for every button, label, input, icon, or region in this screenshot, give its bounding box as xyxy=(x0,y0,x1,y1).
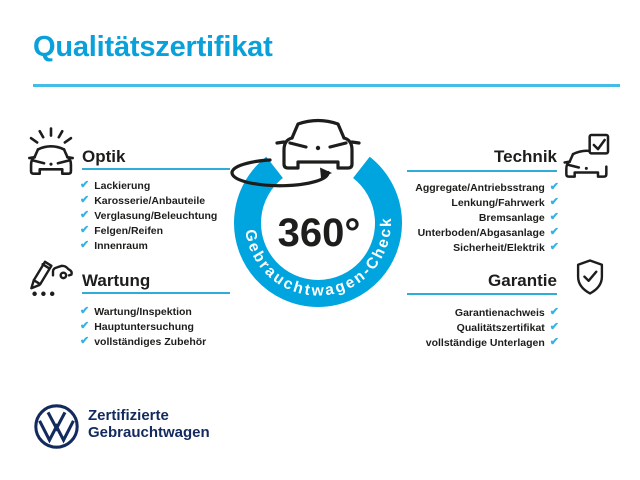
checklist-garantie: Garantienachweis ✔ Qualitätszertifikat ✔ v… xyxy=(426,305,559,350)
badge-center-label: 360° xyxy=(278,211,361,255)
checklist-item: Sicherheit/Elektrik ✔ xyxy=(453,241,559,254)
section-rule-technik xyxy=(407,170,557,172)
check-icon: ✔ xyxy=(80,179,90,191)
section-rule-garantie xyxy=(407,293,557,295)
title-rule xyxy=(33,84,620,87)
brand-wordmark: Zertifizierte Gebrauchtwagen xyxy=(88,407,210,441)
check-icon: ✔ xyxy=(549,226,559,238)
check-icon: ✔ xyxy=(80,194,90,206)
check-icon: ✔ xyxy=(549,181,559,193)
vw-logo xyxy=(33,403,80,450)
checklist-item: ✔ Karosserie/Anbauteile xyxy=(80,194,206,207)
checklist-optik: ✔ Lackierung ✔ Karosserie/Anbauteile ✔ Verg… xyxy=(80,178,217,253)
section-heading-garantie: Garantie xyxy=(488,271,557,290)
badge-ring xyxy=(234,156,402,307)
checklist-item: ✔ vollständiges Zubehör xyxy=(80,335,207,348)
checklist-item: Aggregate/Antriebsstrang ✔ xyxy=(415,181,559,194)
pencil-checklist-car-icon xyxy=(25,253,73,301)
check-icon: ✔ xyxy=(549,321,559,333)
checklist-item: ✔ Verglasung/Beleuchtung xyxy=(80,209,218,222)
section-heading-technik: Technik xyxy=(494,147,557,166)
checklist-item: vollständige Unterlagen ✔ xyxy=(425,336,559,349)
checklist-technik: Aggregate/Antriebsstrang ✔ Lenkung/Fahrwe… xyxy=(415,180,559,255)
checklist-item: ✔ Wartung/Inspektion xyxy=(80,305,192,318)
section-heading-optik: Optik xyxy=(82,147,126,166)
section-heading-wartung: Wartung xyxy=(82,271,151,290)
check-icon: ✔ xyxy=(549,306,559,318)
checklist-item: ✔ Lackierung xyxy=(80,179,151,192)
car-checkbox-icon xyxy=(563,130,613,180)
checklist-item: ✔ Felgen/Reifen xyxy=(80,224,164,237)
check-icon: ✔ xyxy=(549,211,559,223)
checklist-wartung: ✔ Wartung/Inspektion ✔ Hauptuntersuchung ✔… xyxy=(80,304,206,349)
check-icon: ✔ xyxy=(549,196,559,208)
check-icon: ✔ xyxy=(549,336,559,348)
brand-line-1: Zertifizierte xyxy=(88,407,169,424)
check-icon: ✔ xyxy=(80,335,90,347)
checklist-item: Lenkung/Fahrwerk ✔ xyxy=(451,196,559,209)
brand-line-2: Gebrauchtwagen xyxy=(88,424,210,441)
check-icon: ✔ xyxy=(80,224,90,236)
360-check-badge: Gebrauchtwagen-Check 360° xyxy=(216,98,422,330)
section-rule-wartung xyxy=(82,292,230,294)
sparkling-car-icon xyxy=(25,126,77,178)
page-title: Qualitätszertifikat xyxy=(33,31,273,63)
checklist-item: Qualitätszertifikat ✔ xyxy=(456,321,559,334)
check-icon: ✔ xyxy=(80,320,90,332)
check-icon: ✔ xyxy=(80,209,90,221)
check-icon: ✔ xyxy=(80,305,90,317)
shield-check-icon xyxy=(569,257,611,299)
check-icon: ✔ xyxy=(549,241,559,253)
checklist-item: ✔ Innenraum xyxy=(80,239,148,252)
checklist-item: Unterboden/Abgasanlage ✔ xyxy=(417,226,559,239)
checklist-item: ✔ Hauptuntersuchung xyxy=(80,320,194,333)
section-rule-optik xyxy=(82,168,230,170)
rotating-car-icon xyxy=(230,118,361,188)
checklist-item: Garantienachweis ✔ xyxy=(454,306,559,319)
checklist-item: Bremsanlage ✔ xyxy=(478,211,559,224)
check-icon: ✔ xyxy=(80,239,90,251)
